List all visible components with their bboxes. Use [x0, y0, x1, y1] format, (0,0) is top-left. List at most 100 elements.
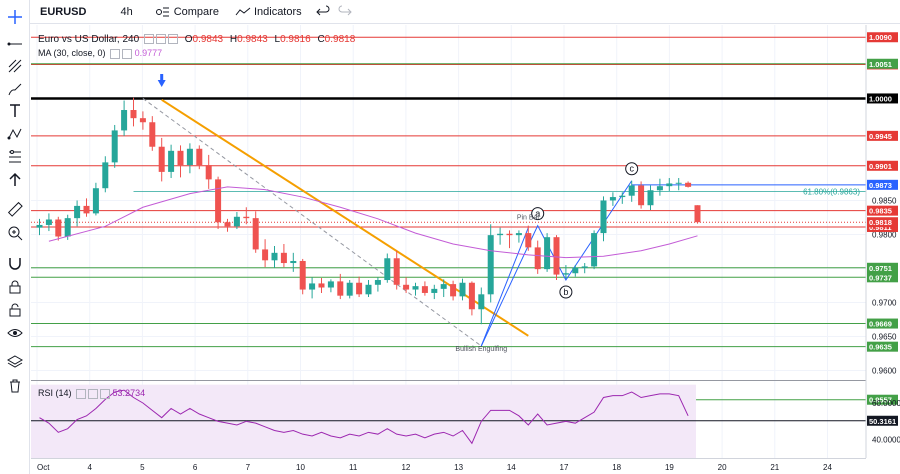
arrow-down-icon[interactable]: [157, 74, 166, 87]
x-tick-label: 6: [193, 463, 198, 472]
candle-body: [337, 281, 344, 296]
candle-body: [487, 235, 494, 295]
undo-icon: [315, 5, 330, 15]
line-tool-tool[interactable]: [6, 35, 24, 53]
price-label: 1.0051: [869, 60, 892, 69]
top-toolbar: EURUSD 4h Compare Indicators: [0, 0, 900, 24]
cursor-tool[interactable]: [6, 171, 24, 189]
fib-tool-tool[interactable]: [6, 57, 24, 75]
candle-body: [92, 188, 99, 214]
candle-body: [252, 218, 259, 250]
price-label-tag: [867, 160, 898, 171]
annotation-label[interactable]: Pin Bar: [517, 215, 541, 222]
candle-body: [158, 146, 165, 172]
candle-body: [412, 286, 419, 290]
candle-body: [196, 148, 203, 166]
price-label-tag: [867, 205, 898, 216]
price-axis[interactable]: 0.98500.98000.97500.97000.96500.96001.00…: [865, 25, 900, 474]
annotation-label[interactable]: Bullish Engulfing: [455, 346, 507, 353]
candle-body: [656, 186, 663, 191]
text-tool[interactable]: [6, 102, 24, 120]
redo-button[interactable]: [338, 5, 352, 19]
wave-marker[interactable]: [559, 285, 573, 299]
candle-body: [421, 286, 428, 293]
fib-tool-icon: [8, 59, 22, 73]
price-label-tag: [867, 32, 898, 43]
candle-body: [459, 282, 466, 297]
interval-button[interactable]: 4h: [120, 5, 133, 18]
zoom-tool[interactable]: [6, 224, 24, 242]
indicators-button[interactable]: Indicators: [235, 5, 302, 19]
wave-label: c: [629, 164, 634, 174]
main-legend: Euro vs US Dollar, 240 O0.9843 H0.9843 L…: [38, 34, 355, 45]
candle-body: [544, 237, 551, 270]
eye-icon: [7, 329, 23, 337]
magnet-tool[interactable]: [6, 254, 24, 272]
line-tool-icon: [7, 42, 22, 46]
rsi-legend-buttons[interactable]: [74, 388, 111, 399]
ruler-icon: [7, 201, 23, 217]
ma-line: [48, 186, 698, 259]
abc-leg: [480, 227, 529, 347]
ruler-tool[interactable]: [6, 200, 24, 218]
time-axis[interactable]: Oct 4 5 6 7 10 11 12 13 14 17 18 19 20 21 24: [37, 463, 832, 472]
lock-drawings-tool[interactable]: [6, 301, 24, 319]
candle-body: [403, 284, 410, 290]
candle-body: [431, 288, 438, 293]
candle-body: [572, 267, 579, 274]
rsi-label: RSI (14): [38, 388, 72, 398]
price-label-tag: [867, 394, 898, 405]
layers-tool[interactable]: [6, 353, 24, 371]
price-label: 0.9873: [869, 181, 892, 190]
candle-body: [506, 233, 513, 236]
pattern-icon: [7, 128, 22, 140]
high-label: H: [229, 34, 238, 45]
x-tick-label: 14: [507, 463, 516, 472]
x-tick-label: 5: [140, 463, 145, 472]
y-tick-label: 0.9850: [872, 196, 897, 205]
pattern-tool[interactable]: [6, 125, 24, 143]
candle-body: [694, 205, 701, 223]
lock-tool[interactable]: [6, 278, 24, 296]
candle-body: [262, 249, 269, 261]
candle-body: [309, 283, 316, 290]
measure-tool[interactable]: [6, 148, 24, 166]
brush-tool[interactable]: [6, 80, 24, 98]
rsi-level-label: 50.3161: [869, 417, 896, 426]
candle-body: [121, 110, 128, 131]
abc-wave-line[interactable]: [480, 180, 633, 347]
horizontal-levels[interactable]: [31, 36, 866, 401]
wave-marker[interactable]: [625, 162, 639, 176]
ma-label: MA (30, close, 0): [38, 48, 106, 58]
rsi-band: [31, 384, 696, 458]
y-tick-label: 0.9600: [872, 366, 897, 375]
candle-body: [243, 216, 250, 219]
crosshair-tool[interactable]: [6, 8, 24, 26]
candle-body: [299, 260, 306, 290]
price-label-tag: [867, 58, 898, 69]
drawings[interactable]: 61.80%(0.9863) a b c Pin Bar Bullish Engulfin…: [133, 74, 867, 353]
rsi-value: 53.2734: [112, 388, 146, 398]
wave-marker[interactable]: [531, 207, 545, 221]
symbol-label[interactable]: EURUSD: [40, 5, 87, 18]
low-label: L: [274, 34, 281, 45]
price-label: 0.9811: [869, 223, 892, 232]
trash-icon: [10, 379, 20, 393]
undo-button[interactable]: [315, 5, 330, 19]
brush-icon: [8, 83, 22, 96]
compare-button[interactable]: Compare: [155, 5, 219, 19]
candle-body: [365, 284, 372, 295]
candle-body: [562, 273, 569, 275]
trash-tool[interactable]: [6, 377, 24, 395]
ma-legend-buttons[interactable]: [108, 48, 133, 59]
magnet-icon: [9, 258, 21, 270]
price-label-tag: [867, 130, 898, 141]
trendline[interactable]: [161, 98, 529, 337]
eye-tool[interactable]: [6, 324, 24, 342]
candle-body: [346, 282, 353, 296]
price-label-tag: [867, 272, 898, 283]
candle-body: [675, 182, 682, 184]
candle-body: [139, 118, 146, 123]
legend-buttons[interactable]: [142, 34, 178, 45]
